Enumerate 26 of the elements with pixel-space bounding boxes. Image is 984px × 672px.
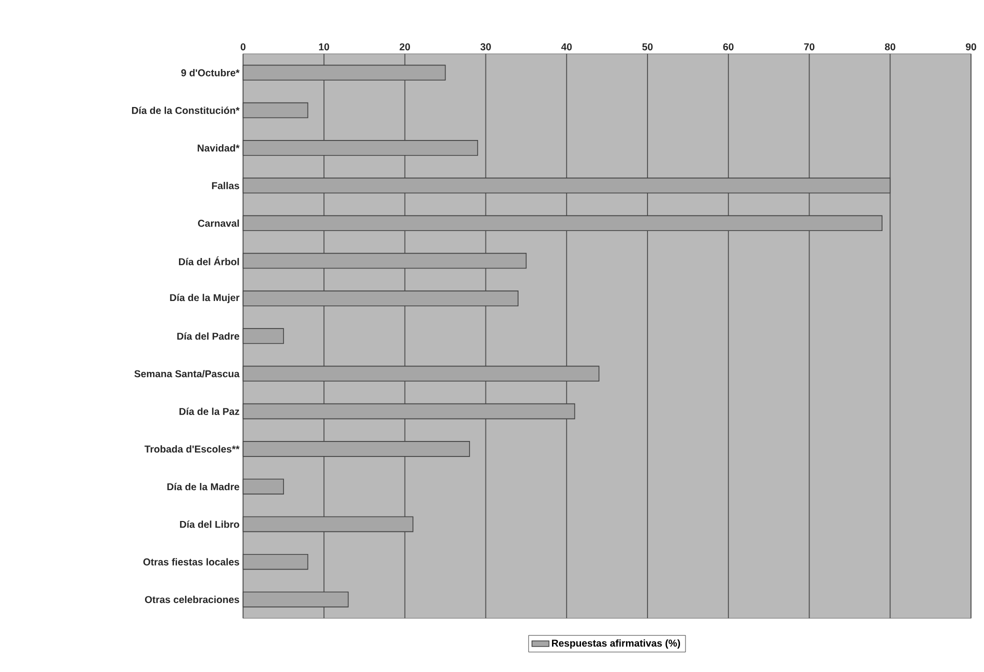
y-tick-label: Día del Árbol bbox=[178, 256, 239, 266]
y-tick-label: Otras celebraciones bbox=[145, 596, 240, 604]
x-tick-label: 20 bbox=[400, 43, 410, 50]
y-tick-label: 9 d'Octubre* bbox=[181, 68, 240, 76]
x-tick-label: 0 bbox=[240, 43, 246, 50]
y-tick-label: Día del Libro bbox=[180, 520, 240, 528]
x-tick-label: 80 bbox=[884, 43, 896, 50]
y-tick-label: Trobada d'Escoles** bbox=[144, 445, 240, 453]
x-tick-label: 60 bbox=[723, 43, 734, 50]
y-tick-label: Otras fiestas locales bbox=[143, 558, 240, 566]
x-tick-label: 30 bbox=[480, 43, 491, 50]
y-tick-label: Día de la Paz bbox=[180, 408, 240, 415]
x-tick-label: 10 bbox=[319, 43, 330, 50]
y-tick-label: Fallas bbox=[212, 182, 240, 190]
y-tick-label: Navidad* bbox=[198, 144, 240, 152]
y-tick-label: Carnaval bbox=[198, 219, 239, 227]
y-tick-label: Semana Santa/Pascua bbox=[134, 370, 240, 378]
x-tick-label: 90 bbox=[966, 43, 976, 50]
x-tick-label: 40 bbox=[561, 43, 572, 50]
x-tick-label: 70 bbox=[804, 43, 814, 50]
legend-label: Respuestas afirmativas (%) bbox=[552, 639, 680, 649]
x-tick-label: 50 bbox=[642, 43, 653, 50]
y-tick-label: Día de la Constitución* bbox=[132, 106, 240, 114]
y-tick-label: Día de la Mujer bbox=[170, 294, 240, 304]
y-tick-label: Día de la Madre bbox=[167, 482, 240, 490]
y-tick-label: Día del Padre bbox=[177, 332, 240, 340]
